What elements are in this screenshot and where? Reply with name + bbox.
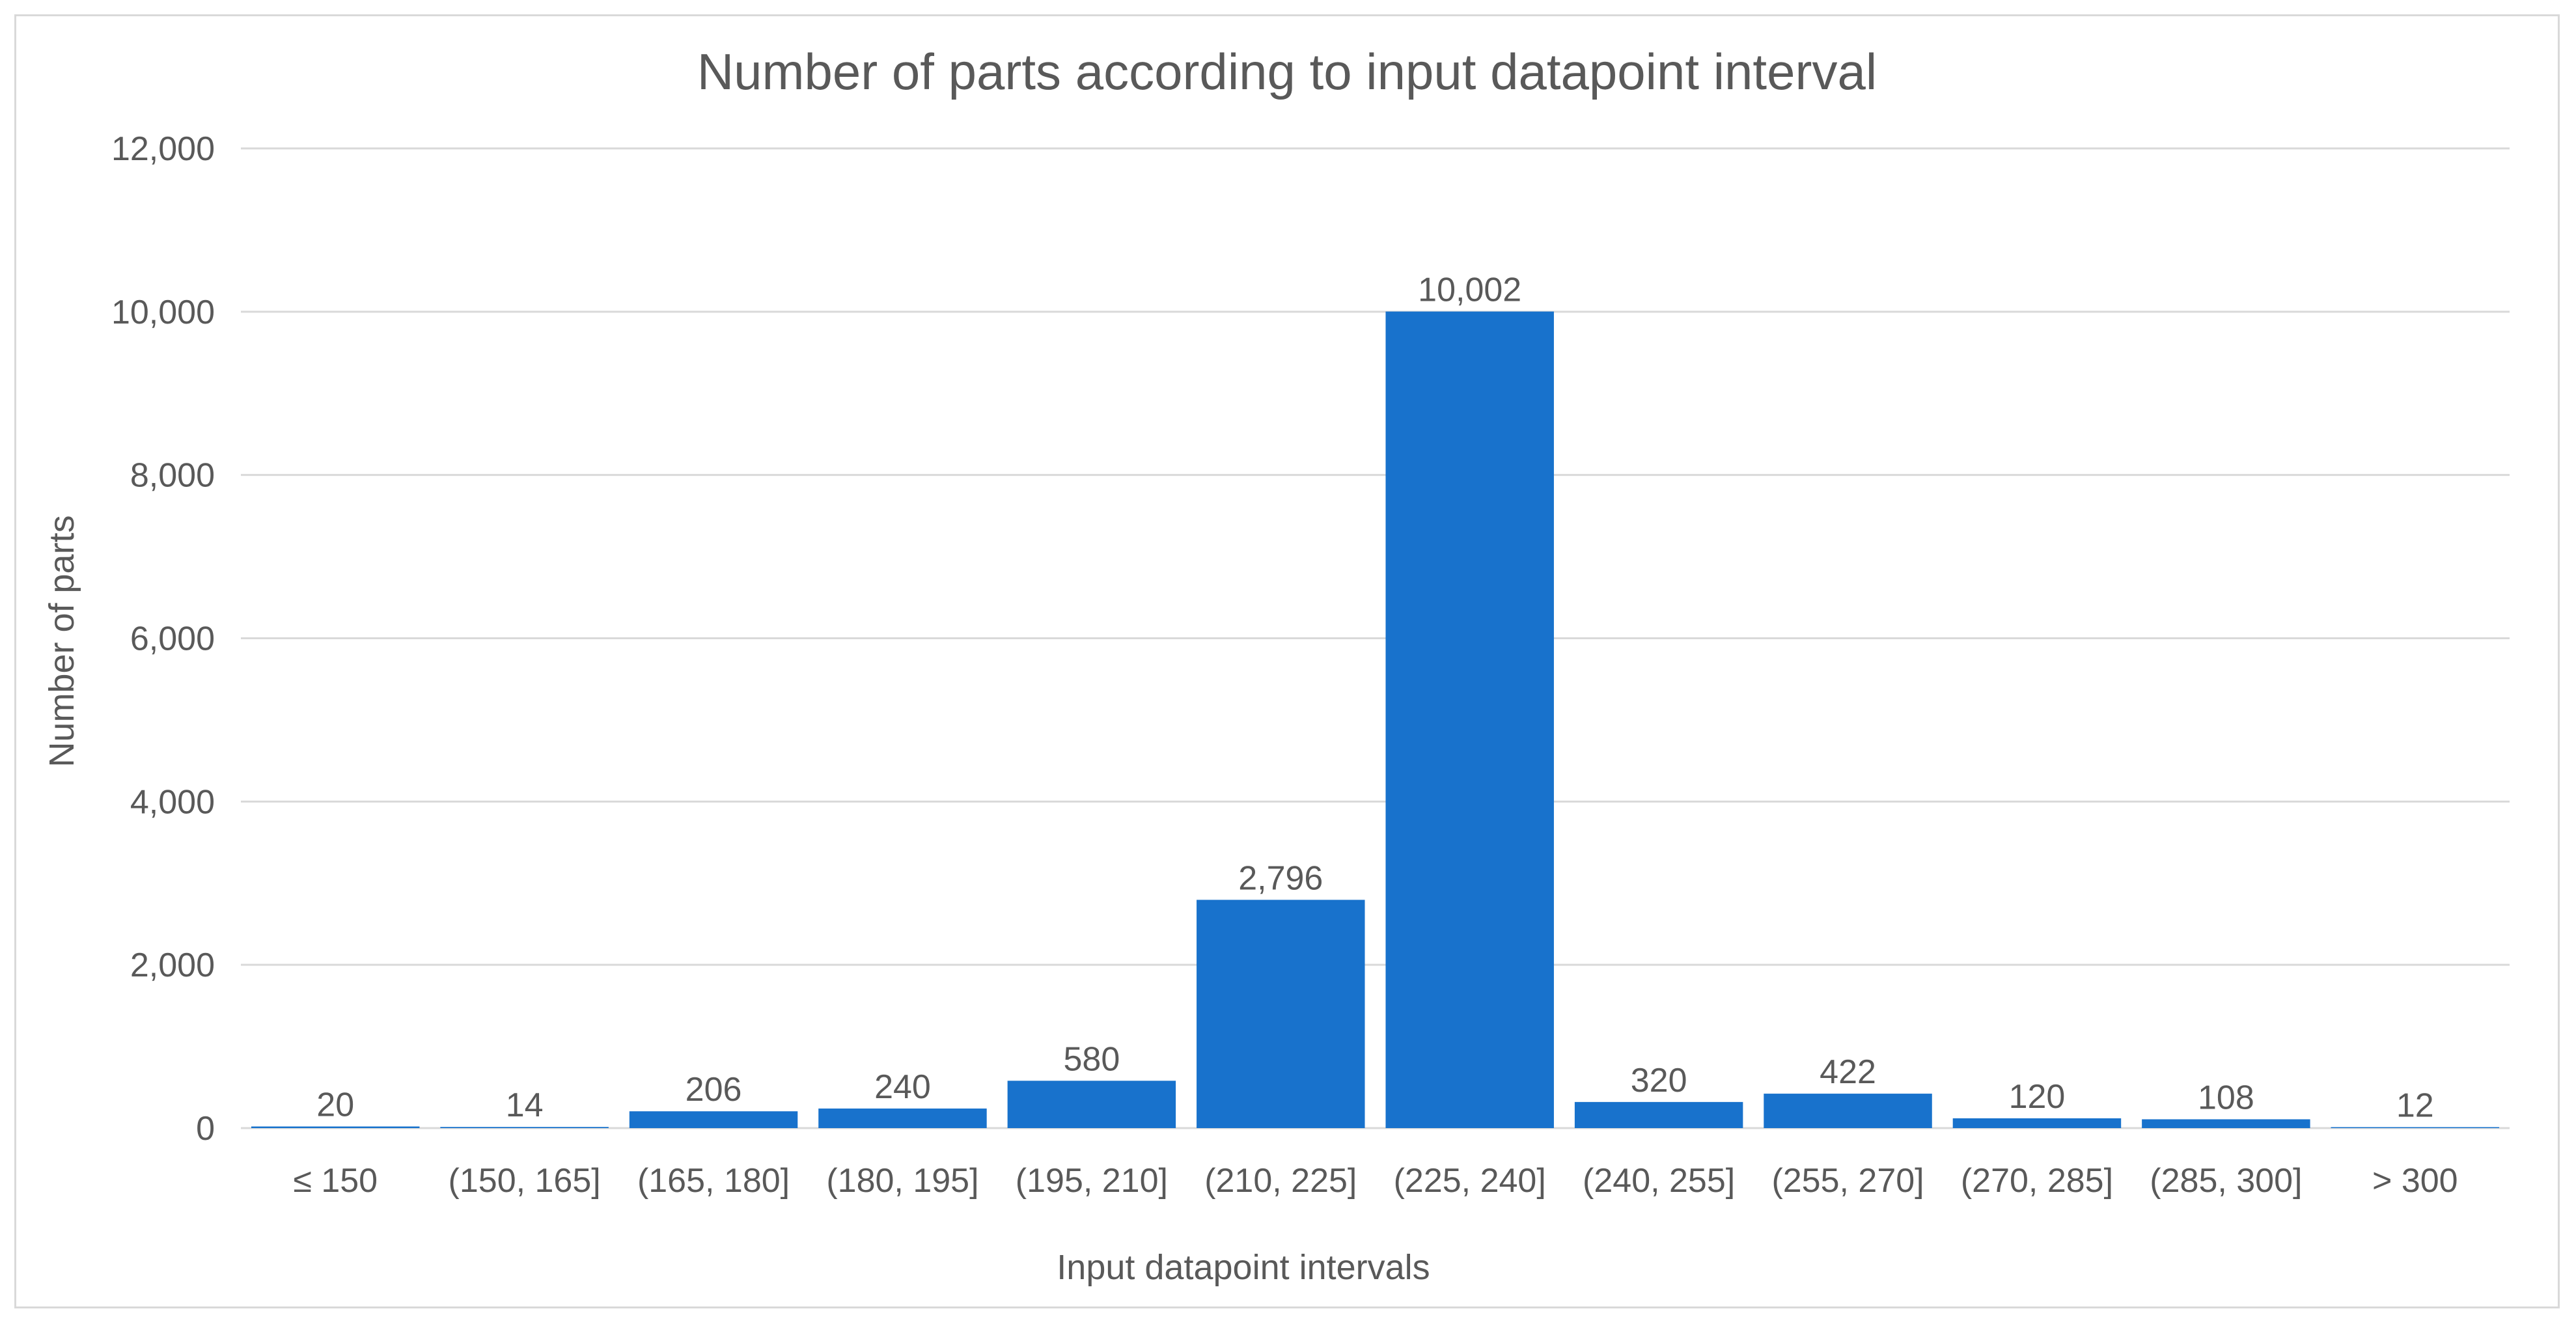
- bar: [2331, 1127, 2500, 1128]
- bars: [251, 311, 2500, 1128]
- bar: [2142, 1119, 2310, 1128]
- x-tick-label: (180, 195]: [826, 1162, 978, 1200]
- y-axis-title: Number of parts: [42, 515, 81, 767]
- data-label: 108: [2198, 1079, 2254, 1116]
- chart-frame: Number of parts according to input datap…: [14, 14, 2560, 1308]
- data-label: 206: [686, 1071, 742, 1109]
- x-tick-label: (150, 165]: [449, 1162, 601, 1200]
- bar: [629, 1111, 798, 1128]
- x-tick-label: (225, 240]: [1394, 1162, 1546, 1200]
- y-tick-label: 8,000: [130, 457, 215, 495]
- x-tick-label: (255, 270]: [1771, 1162, 1924, 1200]
- y-tick-label: 6,000: [130, 620, 215, 658]
- bar: [818, 1108, 987, 1128]
- data-label: 20: [316, 1086, 354, 1124]
- bar: [1764, 1094, 1932, 1128]
- data-labels: 20 14 206 240 580 2,796 10,002 320 422 120 108 12: [316, 271, 2433, 1125]
- x-tick-label: (195, 210]: [1016, 1162, 1168, 1200]
- data-label: 422: [1820, 1053, 1876, 1091]
- bar: [1007, 1081, 1176, 1128]
- x-tick-label: ≤ 150: [293, 1162, 378, 1200]
- data-label: 12: [2396, 1086, 2434, 1124]
- data-label: 14: [506, 1086, 544, 1124]
- bar: [1574, 1101, 1743, 1128]
- gridlines: [241, 147, 2510, 1129]
- y-axis-ticks: 0 2,000 4,000 6,000 8,000 10,000 12,000: [111, 130, 215, 1148]
- x-tick-label: > 300: [2372, 1162, 2458, 1200]
- x-axis-title: Input datapoint intervals: [1057, 1248, 1430, 1287]
- y-tick-label: 2,000: [130, 946, 215, 984]
- bar: [1197, 900, 1365, 1128]
- data-label: 240: [874, 1068, 931, 1106]
- bar: [251, 1126, 420, 1128]
- data-label: 120: [2009, 1078, 2066, 1116]
- x-tick-label: (285, 300]: [2150, 1162, 2302, 1200]
- y-tick-label: 0: [196, 1110, 215, 1148]
- y-tick-label: 12,000: [111, 130, 215, 168]
- bar: [440, 1127, 609, 1128]
- x-axis-ticks: ≤ 150 (150, 165] (165, 180] (180, 195] (195,…: [293, 1162, 2458, 1200]
- chart-title: Number of parts according to input datap…: [697, 43, 1877, 100]
- y-tick-label: 10,000: [111, 294, 215, 331]
- x-tick-label: (270, 285]: [1961, 1162, 2113, 1200]
- bar-chart: Number of parts according to input datap…: [42, 43, 2510, 1287]
- x-tick-label: (210, 225]: [1204, 1162, 1357, 1200]
- x-tick-label: (165, 180]: [637, 1162, 790, 1200]
- data-label: 320: [1631, 1062, 1687, 1099]
- y-tick-label: 4,000: [130, 783, 215, 821]
- bar: [1952, 1118, 2122, 1128]
- x-tick-label: (240, 255]: [1583, 1162, 1735, 1200]
- bar: [1385, 311, 1554, 1128]
- data-label: 10,002: [1418, 271, 1521, 309]
- data-label: 2,796: [1238, 859, 1323, 897]
- data-label: 580: [1063, 1040, 1120, 1078]
